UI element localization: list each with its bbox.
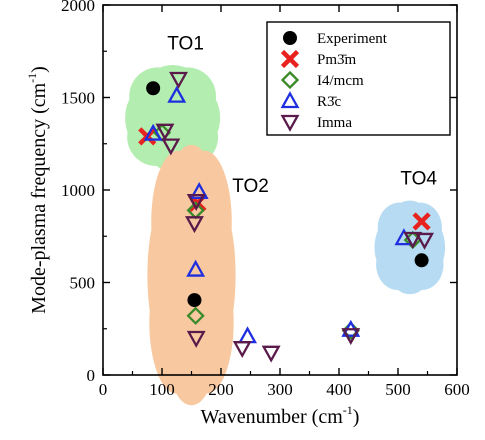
cloud-to2 xyxy=(147,144,236,406)
series-triangle-down xyxy=(155,71,435,363)
legend-label: R3̄c xyxy=(317,94,342,110)
x-tick-label: 600 xyxy=(444,380,470,399)
data-point-x xyxy=(412,212,431,231)
data-point-circle xyxy=(146,81,161,96)
data-point-triangle-down xyxy=(403,231,423,249)
x-tick-label: 200 xyxy=(208,380,234,399)
y-tick-label: 1000 xyxy=(61,181,95,200)
legend-marker-triangle-down xyxy=(280,114,300,132)
data-point-diamond xyxy=(186,306,205,325)
cloud-lobe xyxy=(182,88,221,147)
legend-marker-diamond xyxy=(280,70,300,90)
x-tick-label: 400 xyxy=(326,380,352,399)
x-tick-label: 0 xyxy=(99,380,108,399)
cloud-to4 xyxy=(374,200,446,295)
x-tick-label: 100 xyxy=(149,380,175,399)
legend-marker-circle xyxy=(283,31,297,45)
data-point-triangle-up xyxy=(143,123,163,141)
group-label-to1: TO1 xyxy=(167,33,204,54)
group-label-to2: TO2 xyxy=(232,176,269,197)
legend-label: Experiment xyxy=(317,31,388,47)
group-label-to4: TO4 xyxy=(400,168,437,189)
y-tick-label: 2000 xyxy=(61,0,95,15)
y-tick-label: 1500 xyxy=(61,89,95,108)
cloud-lobe xyxy=(391,260,429,295)
data-point-triangle-up xyxy=(189,181,209,200)
group-labels: TO1 TO2 TO4 xyxy=(167,33,437,196)
x-axis-title: Wavenumber (cm-1) xyxy=(201,403,360,428)
cloud-lobe xyxy=(201,204,236,347)
legend-label: Imma xyxy=(317,115,352,131)
data-point-triangle-up xyxy=(238,326,258,344)
data-point-triangle-down xyxy=(341,328,361,346)
data-point-triangle-up xyxy=(167,85,187,103)
data-point-triangle-up xyxy=(186,259,206,277)
legend-label: I4/mcm xyxy=(317,73,364,89)
cloud-lobe xyxy=(168,144,215,240)
data-point-triangle-down xyxy=(155,123,175,141)
legend-marker-x xyxy=(280,49,300,69)
data-point-triangle-down xyxy=(186,193,206,211)
data-point-triangle-down xyxy=(169,71,188,89)
cloud-lobe xyxy=(374,221,403,273)
group-clouds xyxy=(125,64,446,406)
data-point-triangle-down xyxy=(261,345,281,363)
data-point-triangle-down xyxy=(415,232,435,250)
legend-marker-x-stroke xyxy=(280,49,300,69)
cloud-lobe xyxy=(147,204,182,347)
y-tick-label: 500 xyxy=(70,274,96,293)
ticks: 0 100 200 300 400 500 600 0 500 1000 1500 2000 xyxy=(61,0,470,399)
data-point-triangle-down xyxy=(186,330,206,348)
data-point-triangle-down xyxy=(184,216,204,234)
y-tick-label: 0 xyxy=(87,366,96,385)
series-circle xyxy=(146,81,429,308)
legend-label: Pm3̄m xyxy=(317,52,357,68)
x-tick-label: 300 xyxy=(267,380,293,399)
legend: Experiment Pm3̄m I4/mcm R3̄c Imma xyxy=(266,21,451,136)
data-point-circle xyxy=(414,253,429,268)
data-point-triangle-down xyxy=(161,138,181,156)
y-axis-title: Mode-plasma frequency (cm-1) xyxy=(25,66,50,314)
x-tick-label: 500 xyxy=(385,380,411,399)
legend-marker-triangle-up xyxy=(280,91,300,109)
data-point-triangle-down xyxy=(232,341,252,359)
data-point-circle xyxy=(187,293,202,308)
data-point-x-stroke xyxy=(412,212,431,231)
data-marks xyxy=(138,71,435,363)
